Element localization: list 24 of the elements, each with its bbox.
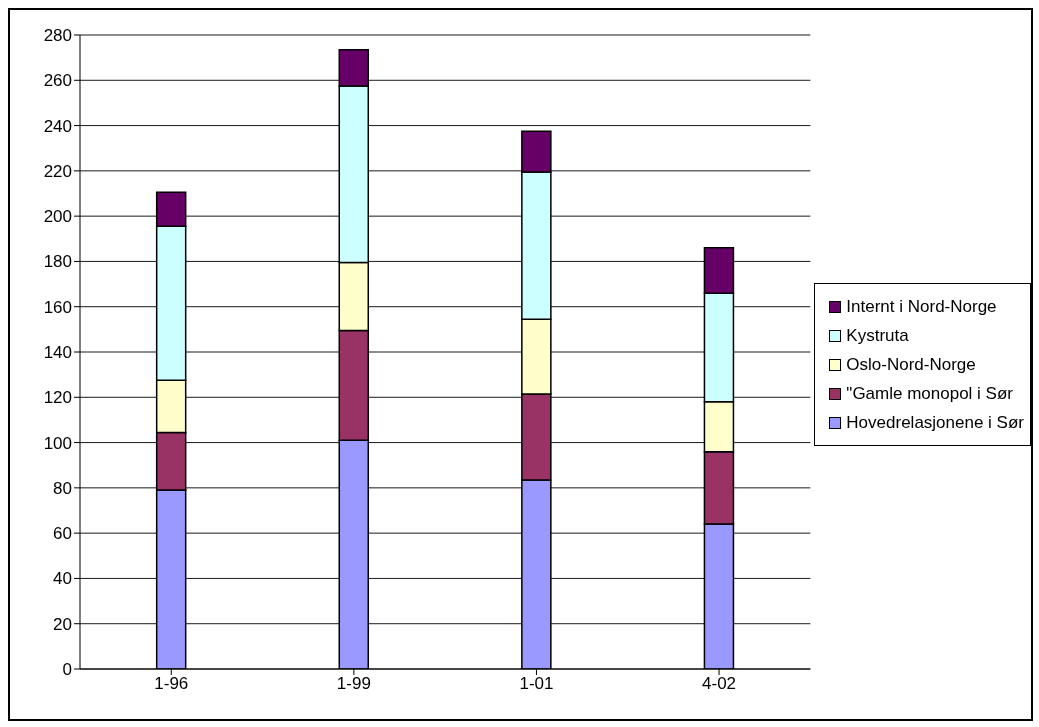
y-tick-label: 200 [43, 207, 72, 227]
y-tick-label: 140 [43, 343, 72, 363]
y-tick-label: 280 [43, 26, 72, 46]
x-tick-label: 4-02 [702, 674, 737, 694]
legend-label: "Gamle monopol i Sør [846, 383, 1013, 404]
y-tick-label: 20 [53, 614, 72, 634]
y-tick-label: 120 [43, 388, 72, 408]
x-tick-label: 1-96 [154, 674, 189, 694]
y-tick-label: 60 [53, 524, 72, 544]
y-tick-label: 80 [53, 478, 72, 498]
y-tick-label: 240 [43, 116, 72, 136]
y-tick-label: 40 [53, 569, 72, 589]
legend-label: Internt i Nord-Norge [846, 296, 997, 317]
x-tick-label: 1-99 [336, 674, 371, 694]
legend-label: Kystruta [846, 325, 909, 346]
y-tick-label: 0 [62, 660, 72, 680]
x-tick-label: 1-01 [519, 674, 554, 694]
y-tick-label: 100 [43, 433, 72, 453]
legend-label: Hovedrelasjonene i Sør [846, 412, 1024, 433]
y-tick-label: 260 [43, 71, 72, 91]
y-tick-label: 160 [43, 297, 72, 317]
y-tick-label: 220 [43, 161, 72, 181]
y-tick-label: 180 [43, 252, 72, 272]
legend-label: Oslo-Nord-Norge [846, 354, 976, 375]
